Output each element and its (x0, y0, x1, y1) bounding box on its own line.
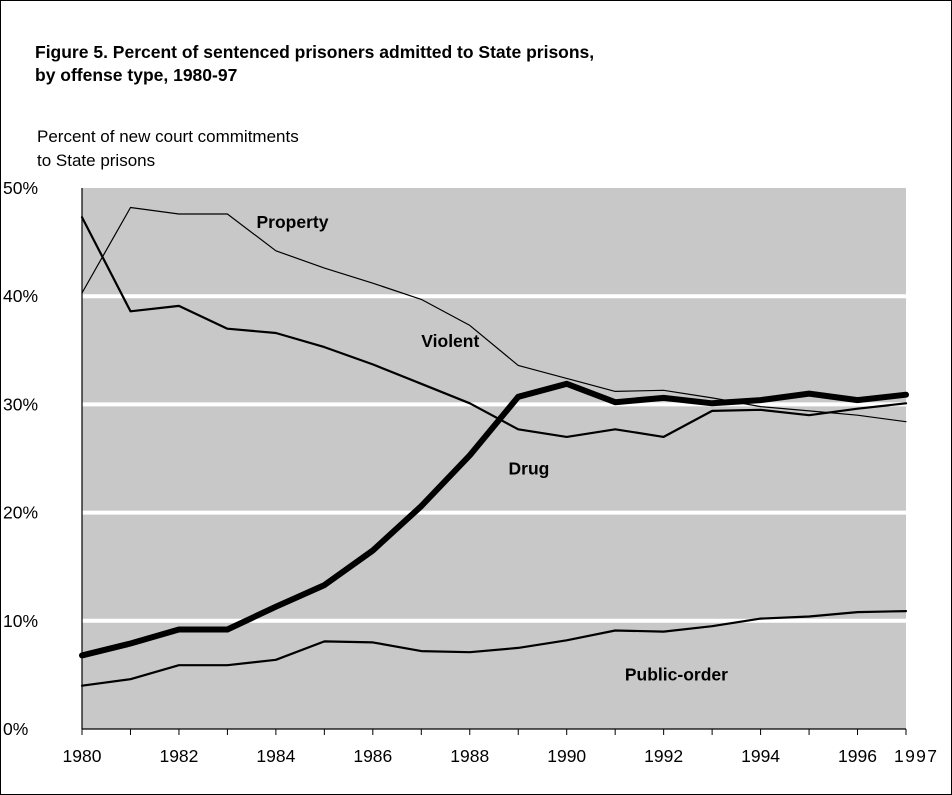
y-axis-label-line-2: to State prisons (37, 151, 156, 170)
figure-title: Figure 5. Percent of sentenced prisoners… (35, 41, 835, 87)
y-tick-label: 40% (3, 286, 38, 306)
x-tick-label: 1994 (741, 746, 780, 766)
series-lines (79, 206, 909, 687)
x-tick-label: 1984 (256, 746, 295, 766)
series-line-drug (79, 380, 909, 659)
y-tick-label: 0% (3, 719, 28, 739)
y-axis-label: Percent of new court commitments to Stat… (37, 125, 299, 173)
y-tick-label: 50% (3, 178, 38, 198)
figure-title-line-1: Figure 5. Percent of sentenced prisoners… (35, 42, 595, 62)
y-tick-label: 30% (3, 394, 38, 414)
figure-title-line-2: by offense type, 1980-97 (35, 65, 238, 85)
series-line-property (81, 206, 907, 423)
series-label-public-order: Public-order (625, 664, 728, 684)
x-tick-label: 1990 (547, 746, 586, 766)
plot-background (82, 188, 906, 729)
x-tick-label: 1986 (353, 746, 392, 766)
series-label-property: Property (256, 212, 328, 232)
y-axis-label-line-1: Percent of new court commitments (37, 127, 299, 146)
x-tick-label: 1997 (894, 746, 937, 766)
y-tick-label: 10% (3, 611, 38, 631)
series-labels: Property Violent Drug Public-order (256, 212, 728, 684)
x-tick-label: 1988 (450, 746, 489, 766)
series-label-drug: Drug (509, 459, 550, 479)
series-label-violent: Violent (421, 331, 479, 351)
gridlines (82, 294, 906, 623)
x-tick-label: 1982 (159, 746, 198, 766)
x-tick-label: 1996 (838, 746, 877, 766)
x-tick-label: 1980 (63, 746, 102, 766)
series-line-public-order (80, 609, 908, 687)
y-tick-label: 20% (3, 503, 38, 523)
axes: 0% 10% 20% 30% 40% 50% 1980 1982 1984 1986 1988 199… (3, 178, 937, 766)
x-tick-label: 1992 (644, 746, 683, 766)
series-line-violent (80, 216, 908, 438)
